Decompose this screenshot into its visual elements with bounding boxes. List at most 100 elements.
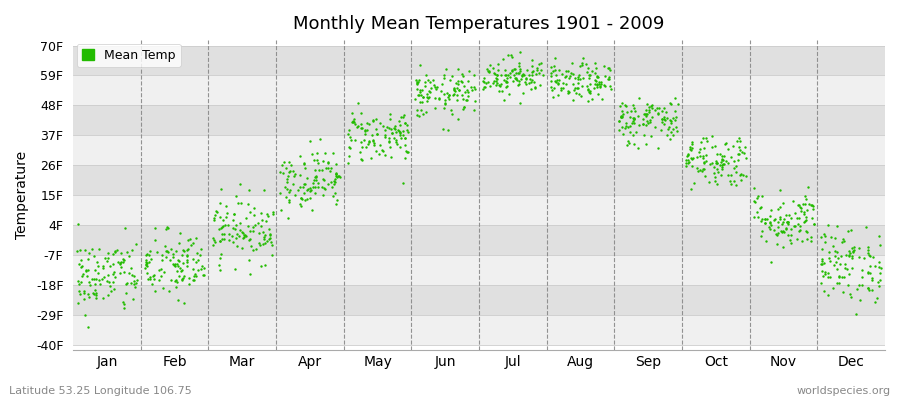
Point <box>347 120 362 127</box>
Point <box>530 67 544 74</box>
Point <box>873 270 887 276</box>
Point <box>730 157 744 164</box>
Point <box>293 203 308 210</box>
Point <box>310 173 324 180</box>
Point <box>82 293 96 300</box>
Point <box>410 106 424 113</box>
Point <box>669 124 683 130</box>
Point <box>825 285 840 292</box>
Point <box>638 107 652 113</box>
Bar <box>73 46 885 76</box>
Point <box>786 197 800 204</box>
Point <box>632 95 646 102</box>
Point <box>718 141 733 148</box>
Point <box>120 249 134 255</box>
Point <box>207 216 221 223</box>
Point <box>666 132 680 138</box>
Point <box>530 65 544 71</box>
Point <box>643 118 657 125</box>
Point <box>355 124 369 131</box>
Point <box>309 173 323 179</box>
Point <box>739 155 753 162</box>
Point <box>377 134 392 140</box>
Point <box>328 160 343 167</box>
Point <box>855 274 869 280</box>
Point <box>734 177 748 184</box>
Point <box>619 120 634 127</box>
Point <box>478 84 492 90</box>
Point <box>670 114 684 120</box>
Point <box>140 259 154 266</box>
Point <box>326 150 340 157</box>
Point <box>456 82 471 89</box>
Point <box>101 292 115 298</box>
Point <box>414 107 428 114</box>
Point <box>447 88 462 94</box>
Point <box>140 270 154 276</box>
Point <box>140 262 154 269</box>
Point <box>233 227 248 233</box>
Point <box>344 137 358 144</box>
Point <box>820 292 834 298</box>
Point <box>296 181 310 188</box>
Point <box>850 286 864 292</box>
Point <box>575 75 590 82</box>
Point <box>461 93 475 100</box>
Point <box>385 130 400 136</box>
Bar <box>73 255 885 285</box>
Point <box>140 252 154 258</box>
Point <box>655 119 670 126</box>
Point <box>329 171 344 178</box>
Point <box>376 122 391 129</box>
Point <box>863 270 878 276</box>
Bar <box>73 315 885 345</box>
Point <box>238 233 253 239</box>
Point <box>658 117 672 124</box>
Point <box>598 63 612 70</box>
Point <box>308 190 322 197</box>
Point <box>485 80 500 86</box>
Point <box>125 296 140 303</box>
Point <box>679 160 693 166</box>
Point <box>482 69 496 75</box>
Point <box>117 305 131 311</box>
Point <box>755 216 770 222</box>
Point <box>464 87 479 94</box>
Point <box>354 156 368 162</box>
Point <box>499 71 513 78</box>
Point <box>446 85 461 92</box>
Point <box>729 168 743 175</box>
Point <box>147 272 161 278</box>
Point <box>638 122 652 128</box>
Point <box>662 124 676 130</box>
Point <box>545 86 560 93</box>
Point <box>266 209 280 215</box>
Point <box>796 209 811 216</box>
Point <box>548 67 562 74</box>
Point <box>845 254 859 261</box>
Point <box>772 187 787 193</box>
Point <box>398 134 412 141</box>
Point <box>288 171 302 177</box>
Point <box>491 67 505 73</box>
Point <box>443 77 457 83</box>
Point <box>342 145 356 152</box>
Point <box>282 199 296 205</box>
Point <box>456 96 471 102</box>
Point <box>846 248 860 255</box>
Point <box>508 76 523 82</box>
Point <box>159 248 174 255</box>
Point <box>516 71 530 78</box>
Point <box>139 261 153 267</box>
Point <box>88 290 103 296</box>
Point <box>562 89 576 96</box>
Point <box>842 291 857 298</box>
Point <box>589 64 603 71</box>
Point <box>627 116 642 122</box>
Point <box>852 254 867 260</box>
Point <box>816 273 831 279</box>
Point <box>346 119 361 125</box>
Point <box>685 162 699 169</box>
Point <box>645 105 660 111</box>
Point <box>837 238 851 244</box>
